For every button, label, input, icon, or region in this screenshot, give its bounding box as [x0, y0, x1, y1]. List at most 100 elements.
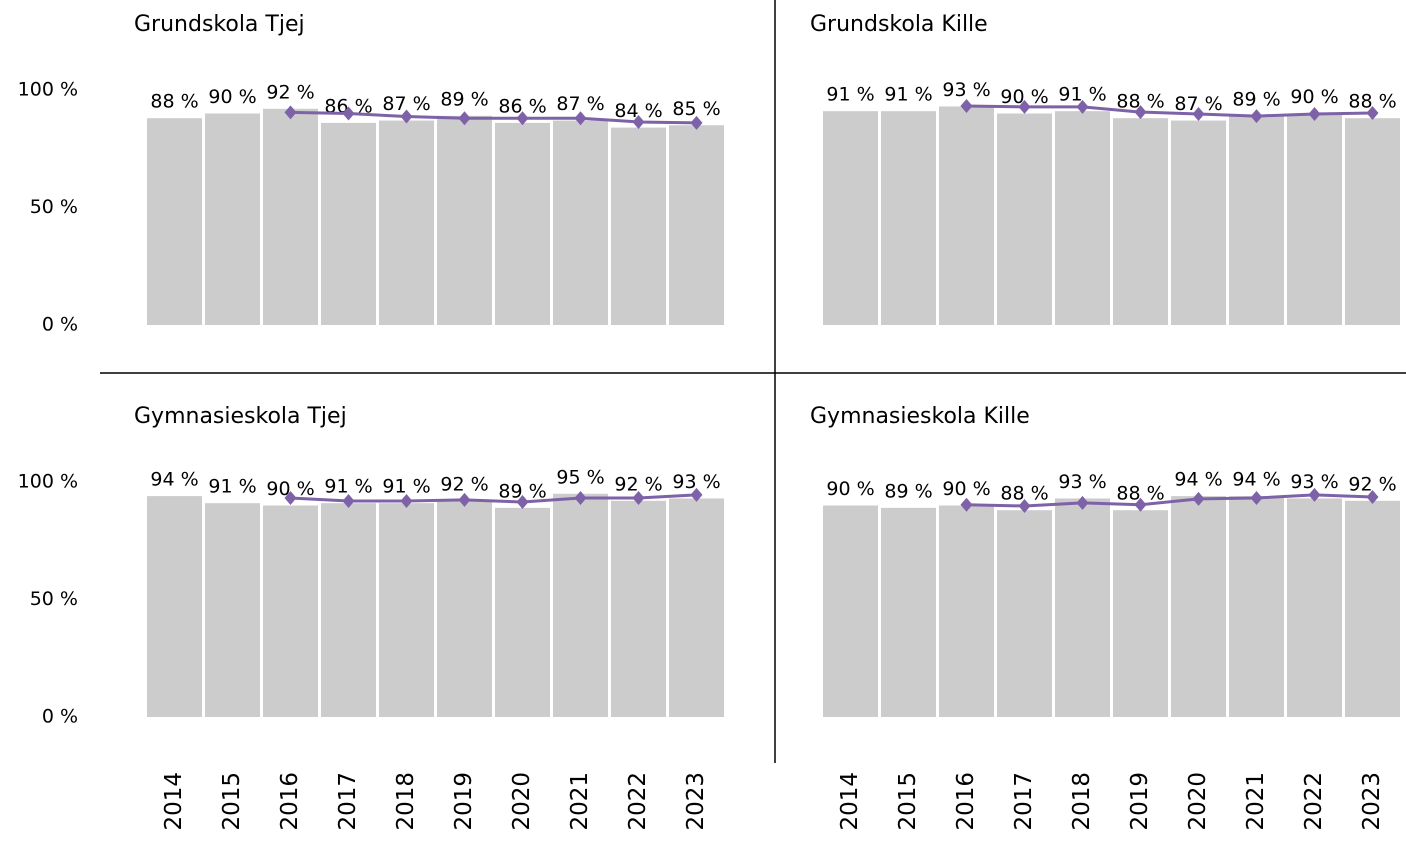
- value-label: 94 %: [1232, 469, 1280, 491]
- y-tick-label: 0 %: [42, 314, 78, 336]
- value-label: 91 %: [826, 84, 874, 106]
- panel-title: Gymnasieskola Kille: [810, 404, 1030, 429]
- x-tick-label: 2015: [895, 772, 921, 831]
- panel-title: Grundskola Tjej: [134, 12, 305, 37]
- trend-line: [966, 493, 1373, 508]
- trend-marker: [1192, 106, 1205, 121]
- panel-title: Grundskola Kille: [810, 12, 988, 37]
- trend-line: [290, 110, 697, 125]
- trend-marker: [1192, 491, 1205, 506]
- x-tick-label: 2023: [1359, 772, 1385, 831]
- bar: [1055, 498, 1110, 717]
- bar: [881, 111, 936, 326]
- bar: [379, 120, 434, 325]
- value-label: 90 %: [826, 478, 874, 500]
- bar: [669, 125, 724, 325]
- x-tick-label: 2018: [393, 772, 419, 831]
- y-tick-label: 0 %: [42, 706, 78, 728]
- bar: [1229, 496, 1284, 717]
- value-label: 87 %: [382, 93, 430, 115]
- trend-marker: [342, 106, 355, 121]
- value-label: 91 %: [382, 476, 430, 498]
- trend-marker: [400, 494, 413, 509]
- trend-line: [290, 493, 697, 504]
- x-tick-label: 2022: [625, 772, 651, 831]
- value-label: 89 %: [498, 480, 546, 502]
- bar: [437, 115, 492, 325]
- bar: [1171, 120, 1226, 325]
- bar: [553, 120, 608, 325]
- value-label: 88 %: [1000, 483, 1048, 505]
- value-label: 87 %: [1174, 93, 1222, 115]
- x-tick-label: 2022: [1301, 772, 1327, 831]
- trend-marker: [284, 105, 297, 120]
- value-label: 89 %: [440, 88, 488, 110]
- x-tick-label: 2014: [161, 772, 187, 831]
- x-tick-label: 2015: [219, 772, 245, 831]
- bar: [823, 505, 878, 717]
- bar: [997, 510, 1052, 717]
- bar: [147, 118, 202, 325]
- trend-marker: [960, 98, 973, 113]
- trend-marker: [1018, 498, 1031, 513]
- bar: [321, 503, 376, 717]
- bar: [553, 493, 608, 717]
- bar: [1113, 118, 1168, 325]
- bar: [997, 113, 1052, 325]
- bar: [1055, 111, 1110, 326]
- trend-marker: [1366, 106, 1379, 121]
- x-tick-label: 2016: [277, 772, 303, 831]
- x-tick-label: 2014: [837, 772, 863, 831]
- value-label: 91 %: [884, 84, 932, 106]
- x-tick-label: 2020: [1185, 772, 1211, 831]
- value-label: 89 %: [1232, 88, 1280, 110]
- trend-marker: [1308, 106, 1321, 121]
- value-label: 88 %: [1348, 91, 1396, 113]
- bar: [611, 500, 666, 717]
- value-label: 87 %: [556, 93, 604, 115]
- panel-title: Gymnasieskola Tjej: [134, 404, 347, 429]
- bar: [1345, 118, 1400, 325]
- y-tick-label: 50 %: [30, 196, 78, 218]
- bar: [669, 498, 724, 717]
- value-label: 94 %: [150, 469, 198, 491]
- value-label: 85 %: [672, 98, 720, 120]
- x-tick-label: 2019: [451, 772, 477, 831]
- bar: [205, 503, 260, 717]
- value-label: 91 %: [1058, 84, 1106, 106]
- value-label: 92 %: [440, 473, 488, 495]
- trend-marker: [574, 490, 587, 505]
- value-label: 90 %: [942, 478, 990, 500]
- trend-marker: [690, 115, 703, 130]
- value-label: 95 %: [556, 466, 604, 488]
- trend-marker: [1076, 99, 1089, 114]
- value-label: 90 %: [1290, 86, 1338, 108]
- trend-marker: [632, 490, 645, 505]
- bar: [321, 122, 376, 326]
- value-label: 92 %: [614, 473, 662, 495]
- trend-marker: [1250, 109, 1263, 124]
- value-label: 93 %: [942, 79, 990, 101]
- trend-marker: [516, 111, 529, 126]
- bar: [263, 505, 318, 717]
- trend-marker: [1018, 99, 1031, 114]
- trend-marker: [1134, 105, 1147, 120]
- x-tick-label: 2021: [567, 772, 593, 831]
- value-label: 84 %: [614, 100, 662, 122]
- y-tick-label: 100 %: [18, 79, 78, 101]
- value-label: 88 %: [1116, 483, 1164, 505]
- x-tick-label: 2019: [1127, 772, 1153, 831]
- x-tick-label: 2018: [1069, 772, 1095, 831]
- value-label: 88 %: [1116, 91, 1164, 113]
- trend-marker: [1076, 495, 1089, 510]
- x-tick-label: 2023: [683, 772, 709, 831]
- bar: [939, 106, 994, 325]
- trend-marker: [516, 494, 529, 509]
- value-label: 94 %: [1174, 469, 1222, 491]
- value-label: 88 %: [150, 91, 198, 113]
- y-tick-label: 100 %: [18, 471, 78, 493]
- value-label: 91 %: [324, 476, 372, 498]
- trend-marker: [1366, 490, 1379, 505]
- bar: [881, 507, 936, 717]
